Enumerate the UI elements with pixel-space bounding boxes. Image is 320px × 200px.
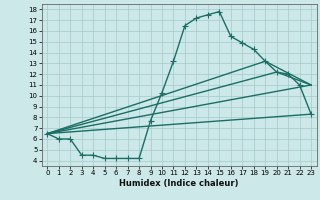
X-axis label: Humidex (Indice chaleur): Humidex (Indice chaleur): [119, 179, 239, 188]
